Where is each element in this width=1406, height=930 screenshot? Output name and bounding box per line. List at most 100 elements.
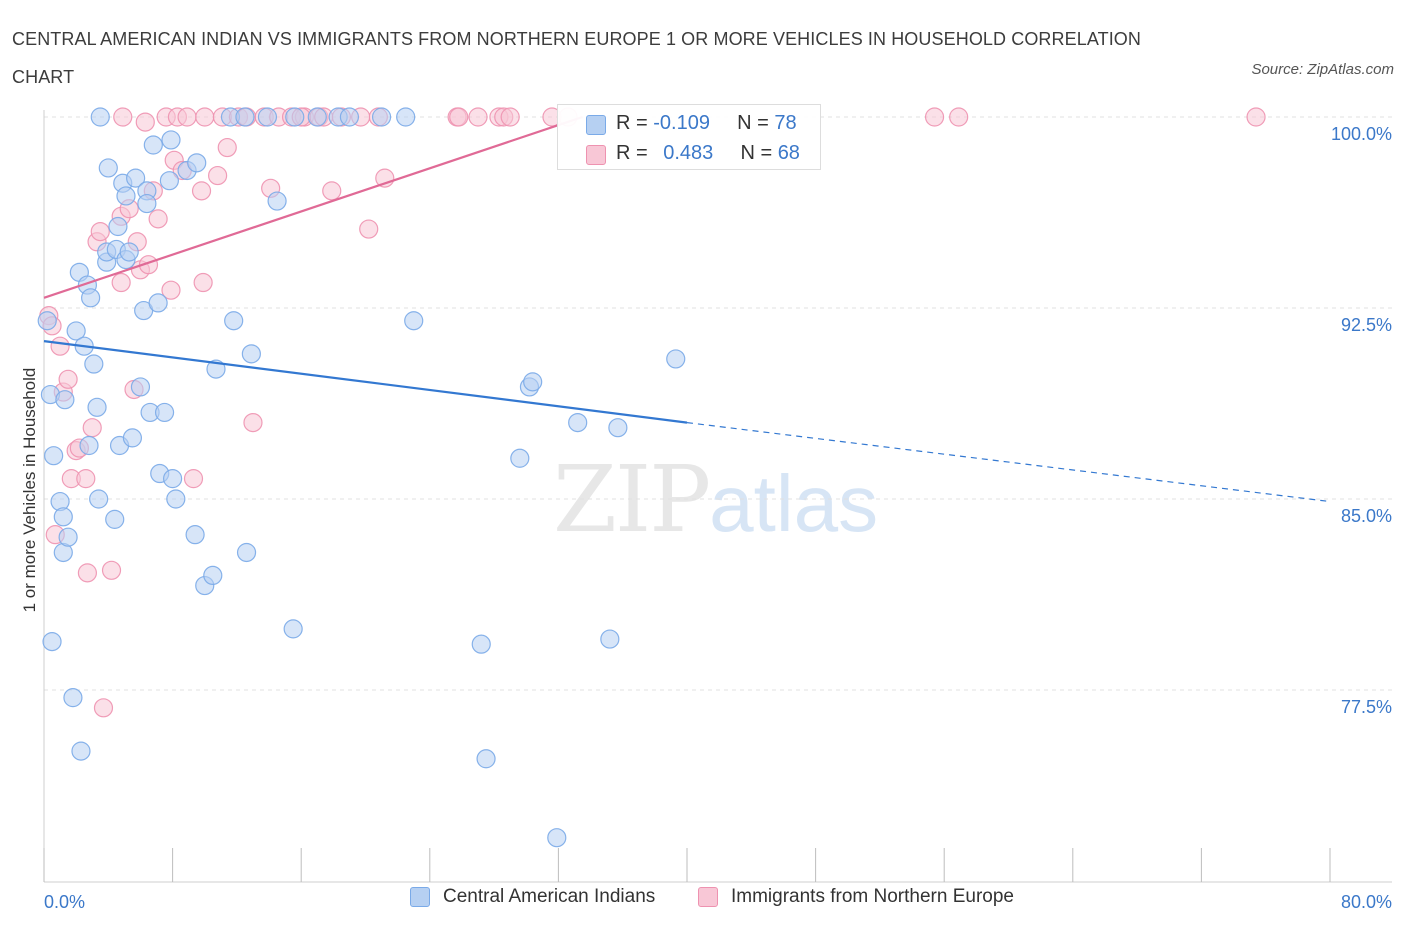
point-immigrants-northern-europe: [359, 219, 379, 239]
point-central-american-indians: [90, 107, 110, 127]
stats-r-value-blue: -0.109: [653, 112, 710, 134]
y-tick-label: 100.0%: [1331, 124, 1392, 144]
point-immigrants-northern-europe: [82, 418, 102, 438]
point-central-american-indians: [44, 446, 64, 466]
point-central-american-indians: [187, 153, 207, 173]
axes: [43, 110, 1392, 883]
point-immigrants-northern-europe: [58, 369, 78, 389]
legend-swatch-pink: [698, 887, 718, 907]
watermark: ZIPatlas: [553, 446, 878, 553]
point-immigrants-northern-europe: [93, 698, 114, 718]
y-tick-label: 85.0%: [1341, 506, 1392, 526]
point-central-american-indians: [547, 828, 567, 848]
point-immigrants-northern-europe: [322, 181, 342, 201]
point-immigrants-northern-europe: [924, 107, 945, 127]
points-layer: [37, 107, 1266, 848]
point-central-american-indians: [79, 435, 99, 456]
y-axis-label: 1 or more Vehicles in Household: [20, 367, 39, 613]
point-central-american-indians: [163, 469, 183, 489]
legend-item-central-american-indians: Central American Indians: [410, 886, 655, 908]
point-immigrants-northern-europe: [208, 165, 228, 186]
point-immigrants-northern-europe: [50, 336, 70, 356]
point-immigrants-northern-europe: [90, 222, 110, 242]
point-immigrants-northern-europe: [76, 469, 96, 489]
point-central-american-indians: [154, 402, 175, 423]
point-central-american-indians: [404, 311, 424, 331]
point-central-american-indians: [371, 107, 392, 127]
stats-n-value-pink: 68: [777, 142, 800, 164]
point-immigrants-northern-europe: [217, 137, 237, 158]
point-central-american-indians: [159, 171, 179, 191]
point-central-american-indians: [285, 107, 305, 127]
point-central-american-indians: [148, 293, 168, 313]
point-central-american-indians: [608, 418, 628, 438]
grid-lines: [44, 116, 1392, 691]
point-immigrants-northern-europe: [183, 469, 204, 489]
x-tick-label-min: 0.0%: [44, 892, 85, 912]
point-central-american-indians: [126, 168, 146, 188]
point-central-american-indians: [105, 509, 125, 529]
point-central-american-indians: [143, 135, 163, 155]
point-central-american-indians: [84, 354, 104, 374]
trend-line-central-american-indians: [43, 340, 688, 424]
point-central-american-indians: [122, 428, 143, 448]
point-immigrants-northern-europe: [949, 107, 969, 127]
point-central-american-indians: [55, 390, 75, 410]
point-immigrants-northern-europe: [193, 272, 213, 293]
point-central-american-indians: [206, 359, 226, 379]
point-central-american-indians: [166, 489, 186, 509]
point-central-american-indians: [98, 158, 118, 178]
x-tick-label-max: 80.0%: [1341, 892, 1392, 912]
point-central-american-indians: [71, 741, 91, 761]
point-central-american-indians: [89, 489, 109, 509]
point-immigrants-northern-europe: [449, 107, 469, 127]
trend-lines: [43, 115, 1331, 503]
stats-legend: R = -0.109 N = 78 R = 0.483 N = 68: [557, 104, 821, 170]
point-central-american-indians: [37, 311, 57, 331]
legend-item-immigrants-northern-europe: Immigrants from Northern Europe: [698, 886, 1014, 908]
point-central-american-indians: [185, 525, 205, 545]
point-central-american-indians: [523, 372, 543, 392]
point-central-american-indians: [476, 749, 496, 769]
stats-n-label: N =: [740, 142, 773, 164]
y-tick-label: 77.5%: [1341, 697, 1392, 717]
point-immigrants-northern-europe: [243, 413, 263, 433]
point-central-american-indians: [87, 397, 107, 417]
point-central-american-indians: [58, 527, 78, 547]
point-central-american-indians: [224, 311, 244, 331]
point-central-american-indians: [307, 107, 327, 127]
point-immigrants-northern-europe: [113, 107, 133, 127]
point-immigrants-northern-europe: [195, 107, 215, 127]
point-central-american-indians: [600, 629, 620, 649]
point-immigrants-northern-europe: [191, 181, 212, 201]
point-immigrants-northern-europe: [101, 560, 122, 580]
stats-r-value-pink: 0.483: [663, 142, 714, 164]
legend-label-pink: Immigrants from Northern Europe: [731, 886, 1014, 907]
stats-r-label: R =: [616, 112, 648, 134]
point-central-american-indians: [108, 216, 128, 237]
stats-r-label: R =: [616, 142, 648, 164]
point-central-american-indians: [267, 191, 287, 211]
stats-n-label: N =: [737, 112, 769, 134]
point-central-american-indians: [116, 186, 136, 206]
point-immigrants-northern-europe: [111, 272, 131, 293]
point-central-american-indians: [81, 288, 101, 308]
point-central-american-indians: [241, 344, 261, 364]
point-central-american-indians: [471, 634, 491, 654]
trend-line-central-american-indians-extension: [686, 422, 1331, 503]
point-central-american-indians: [66, 321, 86, 341]
point-immigrants-northern-europe: [77, 563, 98, 583]
point-central-american-indians: [53, 507, 73, 527]
point-central-american-indians: [283, 619, 303, 639]
point-central-american-indians: [568, 413, 588, 433]
point-central-american-indians: [119, 242, 139, 262]
point-central-american-indians: [510, 448, 530, 468]
stats-swatch-blue: [586, 115, 606, 135]
legend-label-blue: Central American Indians: [443, 886, 656, 907]
source-label: Source: ZipAtlas.com: [1251, 61, 1394, 78]
point-central-american-indians: [339, 107, 360, 127]
point-central-american-indians: [666, 349, 686, 369]
point-central-american-indians: [203, 565, 223, 586]
watermark-atlas: atlas: [709, 459, 879, 548]
